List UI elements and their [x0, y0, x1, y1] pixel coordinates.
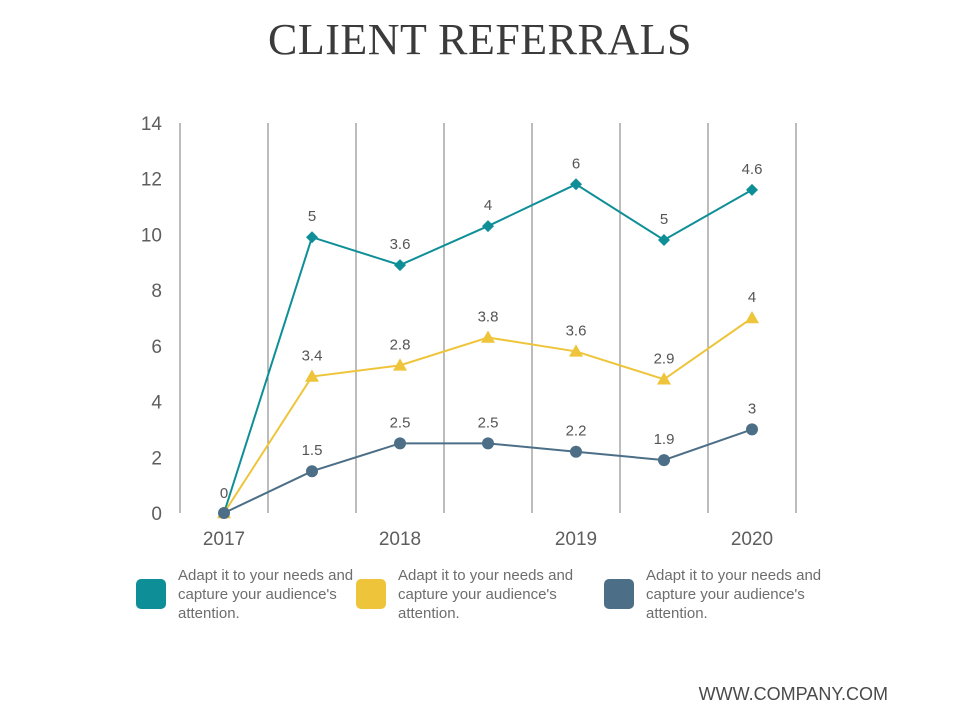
data-point-diamond [746, 183, 758, 196]
data-label: 1.5 [302, 442, 323, 459]
data-label: 2.5 [478, 414, 499, 431]
y-tick-label: 10 [141, 225, 162, 246]
data-label: 2.9 [654, 350, 675, 367]
legend-text-3: Adapt it to your needs and capture your … [646, 567, 822, 622]
legend-swatch-1 [136, 579, 166, 609]
data-label: 3.6 [566, 322, 587, 339]
chart-title: CLIENT REFERRALS [267, 15, 692, 64]
footer-url: WWW.COMPANY.COM [698, 684, 888, 704]
data-label: 2.5 [390, 414, 411, 431]
data-label: 2.2 [566, 423, 587, 440]
y-tick-label: 0 [151, 504, 162, 525]
data-label: 4.6 [742, 161, 763, 178]
legend-item-3: Adapt it to your needs and capture your … [604, 566, 826, 623]
data-point-circle [394, 437, 406, 450]
legend-swatch-2 [356, 579, 386, 609]
data-point-triangle [569, 344, 583, 357]
legend-item-1: Adapt it to your needs and capture your … [136, 566, 358, 623]
legend-text-1: Adapt it to your needs and capture your … [178, 567, 354, 622]
y-tick-label: 14 [141, 114, 163, 135]
data-point-diamond [482, 220, 494, 233]
data-point-triangle [393, 358, 407, 371]
data-label: 4 [484, 197, 492, 214]
x-tick-label: 2019 [555, 529, 597, 550]
data-label: 0 [220, 485, 228, 502]
data-point-circle [218, 507, 230, 519]
data-label: 2.8 [390, 336, 411, 353]
legend: Adapt it to your needs and capture your … [0, 566, 960, 636]
data-point-circle [658, 454, 670, 467]
data-label: 5 [308, 208, 316, 225]
y-tick-label: 4 [151, 393, 162, 414]
data-point-circle [746, 423, 758, 436]
y-tick-label: 8 [151, 281, 162, 302]
data-point-diamond [306, 231, 318, 244]
y-tick-label: 6 [151, 337, 162, 358]
data-label: 3.8 [478, 309, 499, 326]
legend-swatch-3 [604, 579, 634, 609]
data-label: 6 [572, 155, 580, 172]
data-point-diamond [570, 178, 582, 191]
data-point-triangle [657, 372, 671, 385]
data-point-circle [570, 445, 582, 458]
x-tick-label: 2017 [203, 529, 245, 550]
legend-item-2: Adapt it to your needs and capture your … [356, 566, 578, 623]
data-label: 4 [748, 289, 756, 306]
line-chart: 0 2 4 6 8 10 12 14 2017 2018 2019 2020 0 5 3.6 4 6 5 4.6 3.… [141, 114, 797, 550]
x-tick-label: 2020 [731, 529, 773, 550]
data-point-triangle [745, 311, 759, 324]
data-point-circle [306, 465, 318, 478]
data-point-triangle [305, 369, 319, 382]
data-label: 3.4 [302, 348, 323, 365]
data-label: 5 [660, 211, 668, 228]
data-point-diamond [394, 259, 406, 272]
data-point-triangle [481, 330, 495, 343]
y-tick-label: 12 [141, 170, 162, 191]
x-tick-label: 2018 [379, 529, 421, 550]
data-point-diamond [658, 234, 670, 246]
legend-text-2: Adapt it to your needs and capture your … [398, 567, 574, 622]
data-label: 3.6 [390, 236, 411, 253]
data-label: 3 [748, 400, 756, 417]
data-point-circle [482, 437, 494, 450]
y-tick-label: 2 [151, 448, 162, 469]
data-label: 1.9 [654, 431, 675, 448]
